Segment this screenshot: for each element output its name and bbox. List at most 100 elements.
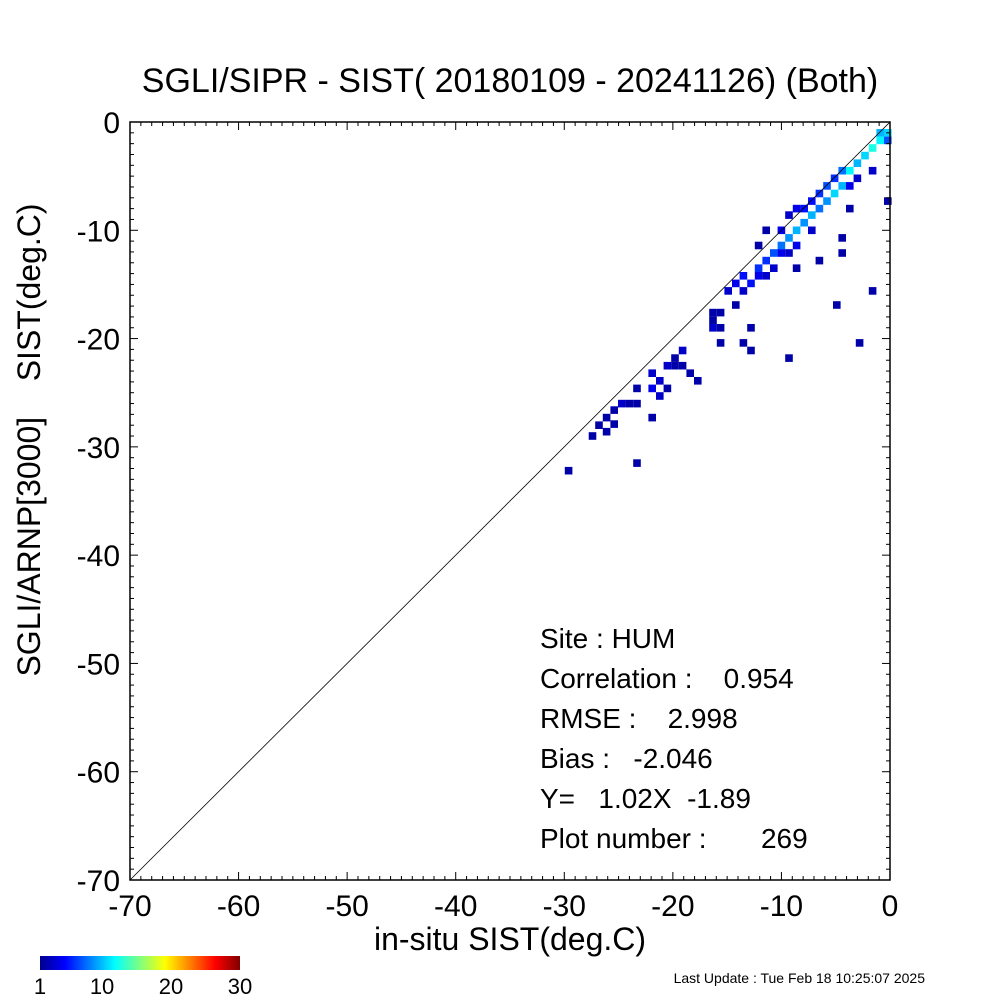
density-bin — [602, 413, 611, 422]
colorbar-tick-label: 10 — [90, 974, 114, 999]
density-bin — [610, 420, 618, 428]
density-bin — [830, 174, 839, 183]
density-bin — [709, 324, 717, 332]
x-tick-label: -10 — [760, 890, 803, 923]
density-bin — [747, 346, 755, 355]
density-bin — [853, 174, 862, 183]
x-tick-label: -70 — [108, 890, 151, 923]
y-tick-label: -30 — [77, 432, 120, 465]
density-bin — [838, 166, 846, 175]
density-bin — [663, 361, 672, 370]
minor-ticks — [130, 122, 890, 880]
statistics-panel: Site : HUM Correlation : 0.954 RMSE : 2.… — [540, 623, 808, 854]
density-bin — [770, 249, 778, 257]
last-update-text: Last Update : Tue Feb 18 10:25:07 2025 — [674, 970, 926, 986]
density-bin — [861, 151, 869, 160]
density-bin — [648, 369, 656, 377]
density-bin — [762, 272, 770, 280]
colorbar-tick-label: 20 — [159, 974, 183, 999]
density-bin — [792, 264, 801, 272]
density-bin — [785, 211, 793, 219]
density-bin — [855, 339, 864, 347]
density-bin — [610, 406, 618, 414]
x-tick-label: -40 — [434, 890, 477, 923]
density-bin — [853, 159, 862, 167]
density-bin — [633, 399, 641, 408]
colorbar-tick-label: 1 — [34, 974, 46, 999]
x-tick-label: -50 — [325, 890, 368, 923]
stat-bias: Bias : -2.046 — [540, 743, 713, 774]
density-bin — [648, 413, 656, 422]
density-bin — [868, 287, 877, 295]
density-bin — [777, 241, 786, 250]
density-bin — [815, 204, 824, 213]
density-bin — [876, 136, 884, 145]
density-bin — [564, 466, 573, 475]
x-tick-label: -20 — [651, 890, 694, 923]
x-axis-tick-labels: -70 -60 -50 -40 -30 -20 -10 0 — [108, 890, 898, 923]
density-bin — [868, 144, 877, 152]
density-bin — [815, 256, 824, 265]
stat-site: Site : HUM — [540, 623, 675, 654]
density-bin — [792, 204, 801, 213]
density-bin — [709, 308, 717, 317]
density-bin — [663, 384, 672, 393]
density-bin — [732, 279, 740, 288]
density-bin — [792, 226, 801, 235]
y-tick-label: -10 — [77, 215, 120, 248]
density-bin — [800, 204, 808, 213]
y-axis-title: SGLI/ARNP[3000] SIST(deg.C) — [11, 203, 47, 676]
density-bin — [739, 339, 748, 347]
stat-rmse: RMSE : 2.998 — [540, 703, 738, 734]
colorbar-tick-label: 30 — [228, 974, 252, 999]
density-bin — [602, 427, 611, 436]
density-bin — [876, 129, 884, 137]
chart-title: SGLI/SIPR - SIST( 20180109 - 20241126) (… — [142, 62, 878, 100]
density-bin — [846, 204, 854, 213]
density-bin — [792, 241, 801, 250]
y-tick-label: -60 — [77, 757, 120, 790]
stat-plot-number: Plot number : 269 — [540, 823, 808, 854]
density-bin — [808, 197, 816, 205]
density-bin — [739, 272, 748, 280]
x-axis-title: in-situ SIST(deg.C) — [374, 921, 646, 957]
y-tick-label: -50 — [77, 648, 120, 681]
one-to-one-reference-line — [129, 121, 891, 881]
density-bin — [709, 316, 717, 324]
density-bin — [754, 241, 763, 250]
density-bin — [808, 211, 816, 219]
density-bin — [648, 384, 656, 393]
density-bin — [785, 354, 793, 362]
y-tick-label: 0 — [103, 107, 120, 140]
density-bin — [716, 308, 725, 317]
density-bin — [754, 264, 763, 272]
density-bin — [732, 301, 740, 309]
density-bin — [868, 166, 877, 175]
density-bin — [747, 324, 755, 332]
density-bin — [618, 399, 626, 408]
density-bin — [884, 136, 892, 145]
y-axis-tick-labels: -70 -60 -50 -40 -30 -20 -10 0 — [77, 107, 120, 898]
density-bin — [694, 377, 702, 385]
density-bin — [747, 279, 755, 288]
density-bin — [588, 432, 597, 440]
density-bin — [846, 182, 854, 190]
density-bin — [739, 287, 748, 295]
density-bin — [830, 189, 839, 198]
y-tick-label: -40 — [77, 540, 120, 573]
density-bin — [716, 339, 725, 347]
density-bin — [656, 392, 664, 400]
x-tick-label: -60 — [217, 890, 260, 923]
density-bin — [762, 226, 770, 235]
density-bin — [716, 324, 725, 332]
density-bin — [838, 249, 846, 257]
density-bin — [838, 182, 846, 190]
density-bin — [770, 264, 778, 272]
density-bin — [823, 197, 831, 205]
density-bin — [823, 182, 831, 190]
y-tick-label: -70 — [77, 865, 120, 898]
density-bin — [625, 399, 634, 408]
x-tick-label: 0 — [882, 890, 899, 923]
colorbar — [40, 956, 240, 970]
